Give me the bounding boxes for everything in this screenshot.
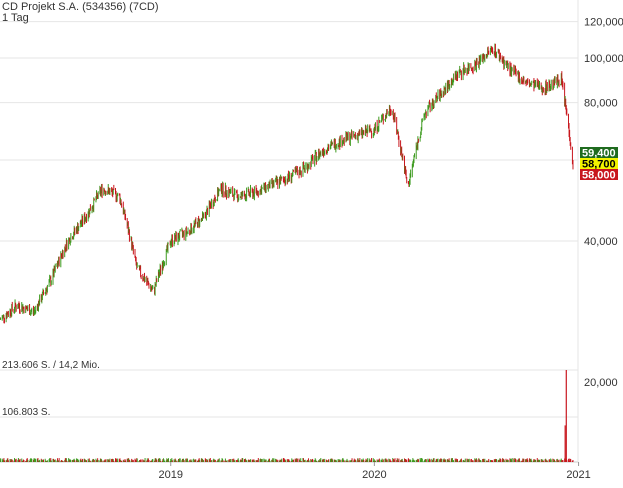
badge-low-bg [580, 169, 618, 180]
badge-low-label: 58,000 [582, 170, 616, 182]
badge-last-bg [580, 158, 618, 169]
axis-labels: 40,00060,00080,000100,000120,000213.606 … [2, 17, 623, 481]
volume-bars [0, 370, 574, 462]
price-bars [0, 43, 574, 324]
badge-last-label: 58,700 [582, 159, 616, 171]
volume-mid-label: 106.803 S. [2, 407, 50, 418]
chart-title: CD Projekt S.A. (534356) (7CD) [2, 1, 159, 13]
y-tick-label: 120,000 [584, 17, 623, 29]
y-tick-label: 80,000 [584, 98, 618, 110]
y-tick-label: 100,000 [584, 53, 623, 65]
x-tick-label: 2019 [158, 469, 182, 481]
x-tick-label: 2021 [566, 469, 590, 481]
chart-interval: 1 Tag [2, 12, 29, 24]
y-tick-label: 40,000 [584, 236, 618, 248]
volume-tick-label: 20,000 [584, 377, 618, 389]
grid-lines [0, 0, 580, 466]
x-tick-label: 2020 [362, 469, 386, 481]
badge-high-label: 59,400 [582, 148, 616, 160]
badge-high-bg [580, 147, 618, 158]
volume-max-label: 213.606 S. / 14,2 Mio. [2, 360, 100, 371]
